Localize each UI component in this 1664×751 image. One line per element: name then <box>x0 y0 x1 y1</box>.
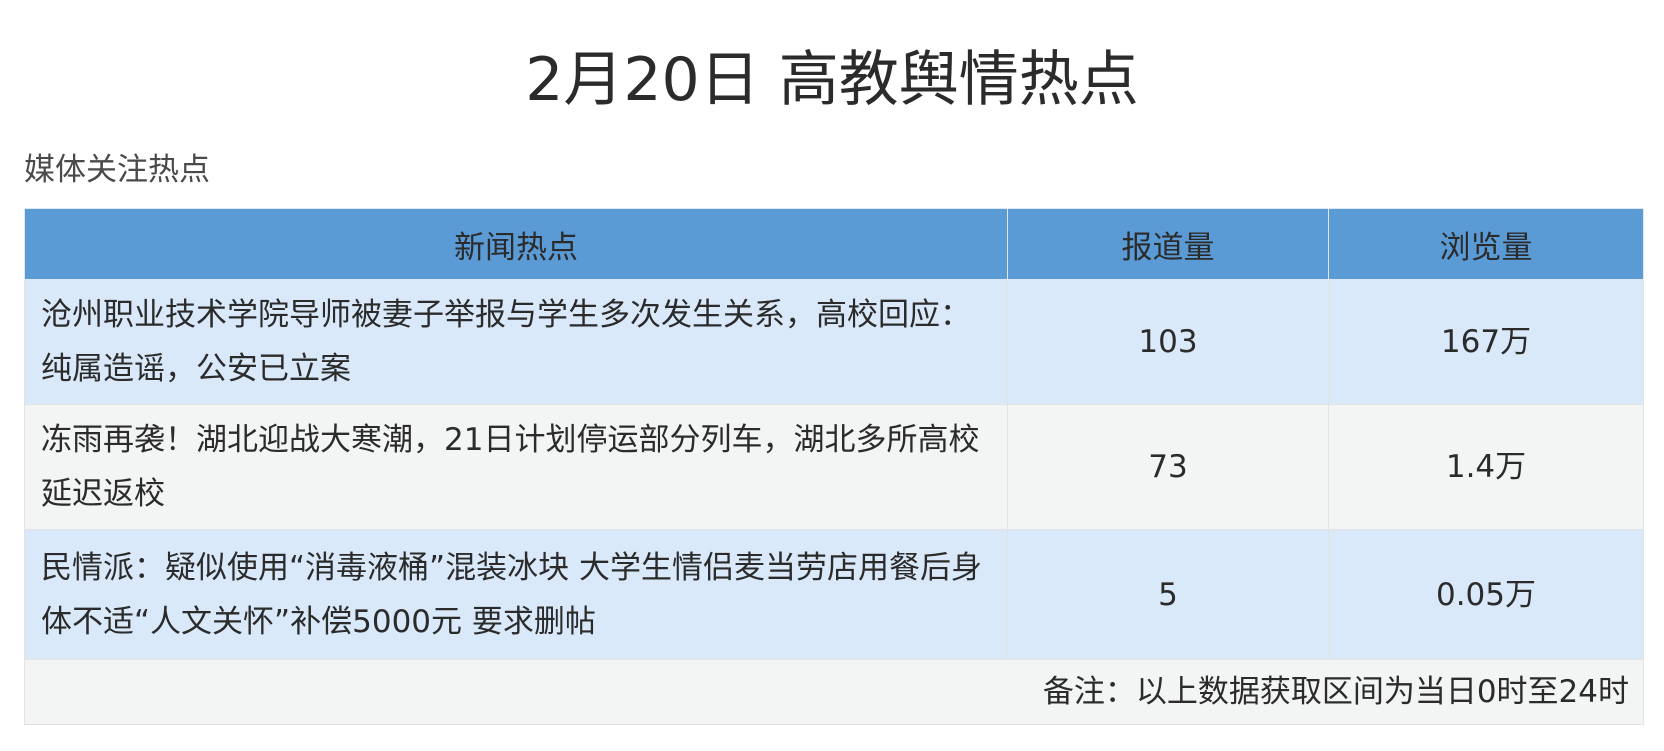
reports-cell: 73 <box>1007 404 1329 530</box>
page-title: 2月20日 高教舆情热点 <box>525 45 1139 115</box>
topic-cell: 冻雨再袭！湖北迎战大寒潮，21日计划停运部分列车，湖北多所高校延迟返校 <box>24 404 1008 530</box>
table-row: 冻雨再袭！湖北迎战大寒潮，21日计划停运部分列车，湖北多所高校延迟返校 73 1… <box>24 404 1644 530</box>
topic-cell: 民情派：疑似使用“消毒液桶”混装冰块 大学生情侣麦当劳店用餐后身体不适“人文关怀… <box>24 529 1008 660</box>
section-title: 媒体关注热点 <box>24 152 210 188</box>
table-row: 沧州职业技术学院导师被妻子举报与学生多次发生关系，高校回应：纯属造谣，公安已立案… <box>24 279 1644 405</box>
topic-cell: 沧州职业技术学院导师被妻子举报与学生多次发生关系，高校回应：纯属造谣，公安已立案 <box>24 279 1008 405</box>
hot-topics-table: 新闻热点 报道量 浏览量 沧州职业技术学院导师被妻子举报与学生多次发生关系，高校… <box>24 208 1644 725</box>
column-header-topic: 新闻热点 <box>24 208 1008 280</box>
reports-cell: 103 <box>1007 279 1329 405</box>
table-note: 备注：以上数据获取区间为当日0时至24时 <box>24 659 1644 725</box>
table-header-row: 新闻热点 报道量 浏览量 <box>24 208 1644 280</box>
column-header-views: 浏览量 <box>1328 208 1644 280</box>
note-row: 备注：以上数据获取区间为当日0时至24时 <box>24 659 1644 725</box>
reports-cell: 5 <box>1007 529 1329 660</box>
views-cell: 0.05万 <box>1328 529 1644 660</box>
table-row: 民情派：疑似使用“消毒液桶”混装冰块 大学生情侣麦当劳店用餐后身体不适“人文关怀… <box>24 529 1644 660</box>
views-cell: 167万 <box>1328 279 1644 405</box>
views-cell: 1.4万 <box>1328 404 1644 530</box>
column-header-reports: 报道量 <box>1007 208 1329 280</box>
